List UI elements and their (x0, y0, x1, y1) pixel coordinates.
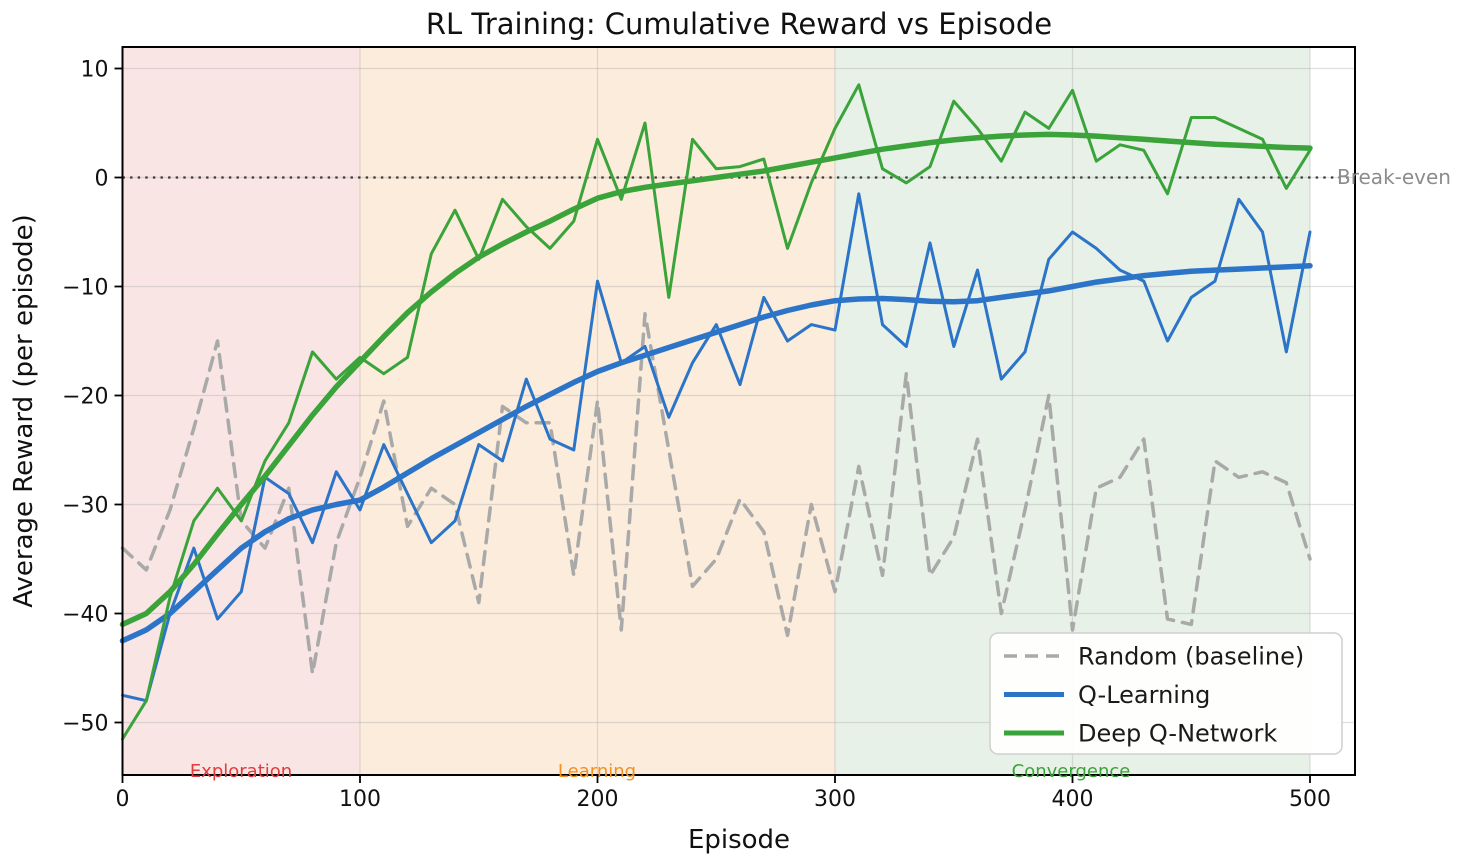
series-random-baseline- (120, 312, 1312, 676)
y-tick-label: 0 (95, 167, 109, 192)
region-exploration (122, 47, 360, 775)
y-tick-label: −10 (62, 276, 108, 301)
legend-label-0: Random (baseline) (1078, 643, 1304, 671)
legend-label-2: Deep Q-Network (1078, 720, 1277, 748)
legend-label-1: Q-Learning (1078, 681, 1210, 709)
legend: Random (baseline) Q-Learning Deep Q-Networ… (989, 632, 1343, 755)
x-axis-label: Episode (688, 825, 790, 855)
series-deep-q-network-trend- (119, 131, 1313, 628)
x-tick-label: 200 (577, 787, 619, 812)
y-tick-label: 10 (81, 58, 109, 83)
series-q-learning-trend- (119, 263, 1313, 644)
x-tick-label: 400 (1052, 787, 1094, 812)
x-tick-label: 100 (339, 787, 381, 812)
x-tick-label: 300 (814, 787, 856, 812)
breakeven-label: Break-even (1337, 165, 1451, 189)
legend-box (989, 632, 1343, 755)
series-deep-q-network-per-episode- (121, 83, 1312, 741)
axes-spines (121, 46, 1356, 776)
y-tick-label: −50 (62, 712, 108, 737)
y-tick-label: −40 (62, 603, 108, 628)
y-tick-label: −20 (62, 385, 108, 410)
region-label-learning: Learning (558, 761, 636, 782)
series-q-learning-per-episode- (121, 192, 1312, 703)
region-label-convergence: Convergence (1012, 761, 1131, 782)
x-tick-label: 0 (116, 787, 130, 812)
region-label-exploration: Exploration (190, 761, 292, 782)
x-tick-label: 500 (1289, 787, 1331, 812)
chart-title: RL Training: Cumulative Reward vs Episod… (426, 7, 1052, 41)
y-tick-label: −30 (62, 494, 108, 519)
y-axis-label: Average Reward (per episode) (9, 214, 39, 608)
